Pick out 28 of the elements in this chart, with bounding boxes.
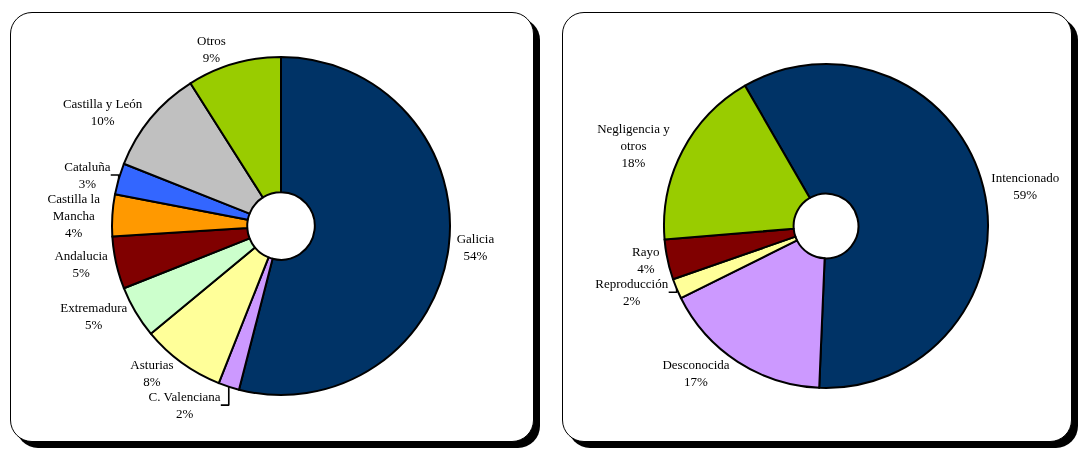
data-label: 17% xyxy=(684,374,709,390)
slice-label: Castilla la Mancha xyxy=(47,190,101,223)
data-label: 59% xyxy=(1013,187,1038,203)
slice-label: Andalucia xyxy=(54,247,109,263)
data-label: 9% xyxy=(202,49,221,65)
data-label: 5% xyxy=(72,264,90,280)
slice-label: Extremadura xyxy=(60,300,128,316)
data-label: 4% xyxy=(65,224,83,240)
slice-label: Cataluña xyxy=(64,158,111,174)
data-label: 8% xyxy=(143,374,161,390)
slice-label: Galicia xyxy=(456,231,495,247)
data-label: 3% xyxy=(78,175,97,191)
slice-label: Negligencia y otros xyxy=(597,121,671,154)
slice-label: Castilla y León xyxy=(62,95,143,111)
data-label: 2% xyxy=(623,293,641,309)
data-label: 2% xyxy=(175,406,194,422)
slice-label: Rayo xyxy=(632,244,660,260)
slice-label: C. Valenciana xyxy=(148,389,221,405)
data-label: 10% xyxy=(90,112,115,128)
data-label: 5% xyxy=(85,317,103,333)
data-label: 18% xyxy=(621,155,646,171)
data-label: 4% xyxy=(637,261,655,277)
data-label: 54% xyxy=(463,248,488,264)
slice-label: Intencionado xyxy=(991,170,1060,186)
slice-label: Asturias xyxy=(130,357,174,373)
slice-label: Reproducción xyxy=(595,276,669,292)
slice-label: Desconocida xyxy=(662,357,730,373)
slice-label: Otros xyxy=(196,33,226,49)
